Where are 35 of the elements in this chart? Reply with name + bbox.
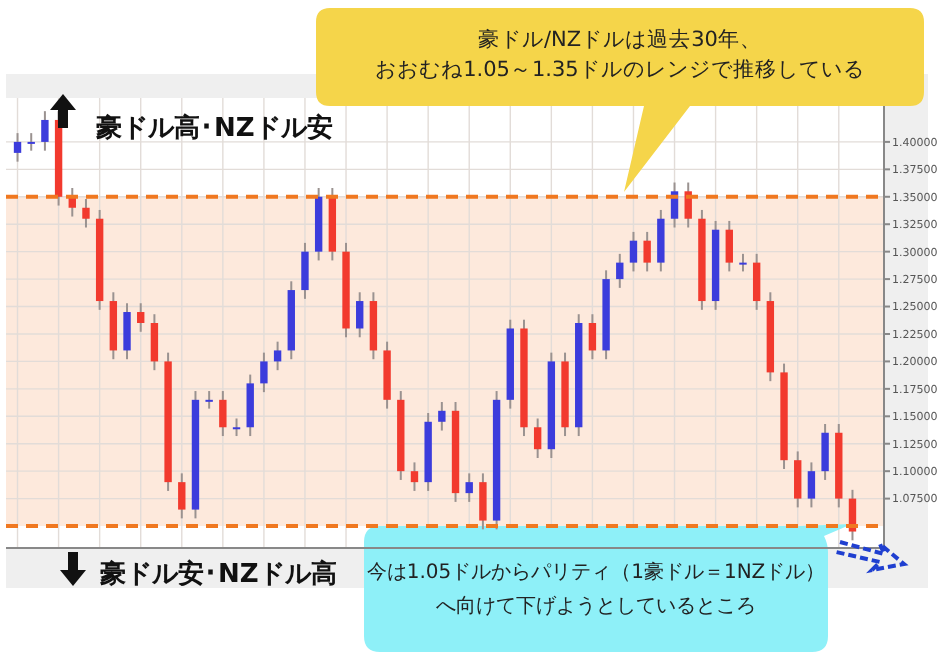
text: 豪ドル安･NZドル高 bbox=[98, 558, 337, 590]
candlestick bbox=[356, 291, 364, 339]
candlestick bbox=[13, 132, 22, 163]
annotation: 豪ドル高･NZドル安 bbox=[94, 112, 333, 144]
candlestick bbox=[643, 230, 651, 273]
candlestick bbox=[616, 252, 624, 289]
candlestick bbox=[465, 472, 473, 503]
candlestick bbox=[438, 401, 446, 432]
candlestick bbox=[150, 313, 159, 372]
candlestick bbox=[479, 472, 487, 531]
candlestick bbox=[27, 132, 35, 152]
candlestick bbox=[794, 450, 802, 509]
candlestick bbox=[260, 351, 268, 394]
candlestick bbox=[657, 208, 665, 273]
candlestick bbox=[821, 422, 829, 481]
candlestick bbox=[588, 313, 597, 361]
candlestick bbox=[232, 417, 241, 438]
candlestick bbox=[205, 390, 213, 410]
candlestick bbox=[137, 302, 145, 333]
candlestick bbox=[629, 230, 638, 273]
candlestick bbox=[41, 110, 49, 152]
text: 今は1.05ドルからパリティ（1豪ドル＝1NZドル）へ向けて下げようとしているところ bbox=[366, 560, 826, 618]
candlestick bbox=[123, 302, 131, 361]
candlestick bbox=[273, 340, 282, 372]
candlestick bbox=[82, 197, 90, 229]
candlestick bbox=[752, 252, 761, 311]
candlestick bbox=[725, 219, 733, 273]
candlestick bbox=[219, 390, 227, 438]
candlestick bbox=[807, 461, 816, 509]
text: 豪ドル/NZドルは過去30年、おおむね1.05～1.35ドルのレンジで推移している bbox=[375, 26, 865, 82]
candlestick bbox=[178, 472, 186, 520]
candlestick bbox=[246, 373, 254, 438]
candlestick bbox=[301, 241, 309, 300]
candlestick bbox=[533, 417, 542, 459]
candlestick bbox=[410, 461, 419, 492]
